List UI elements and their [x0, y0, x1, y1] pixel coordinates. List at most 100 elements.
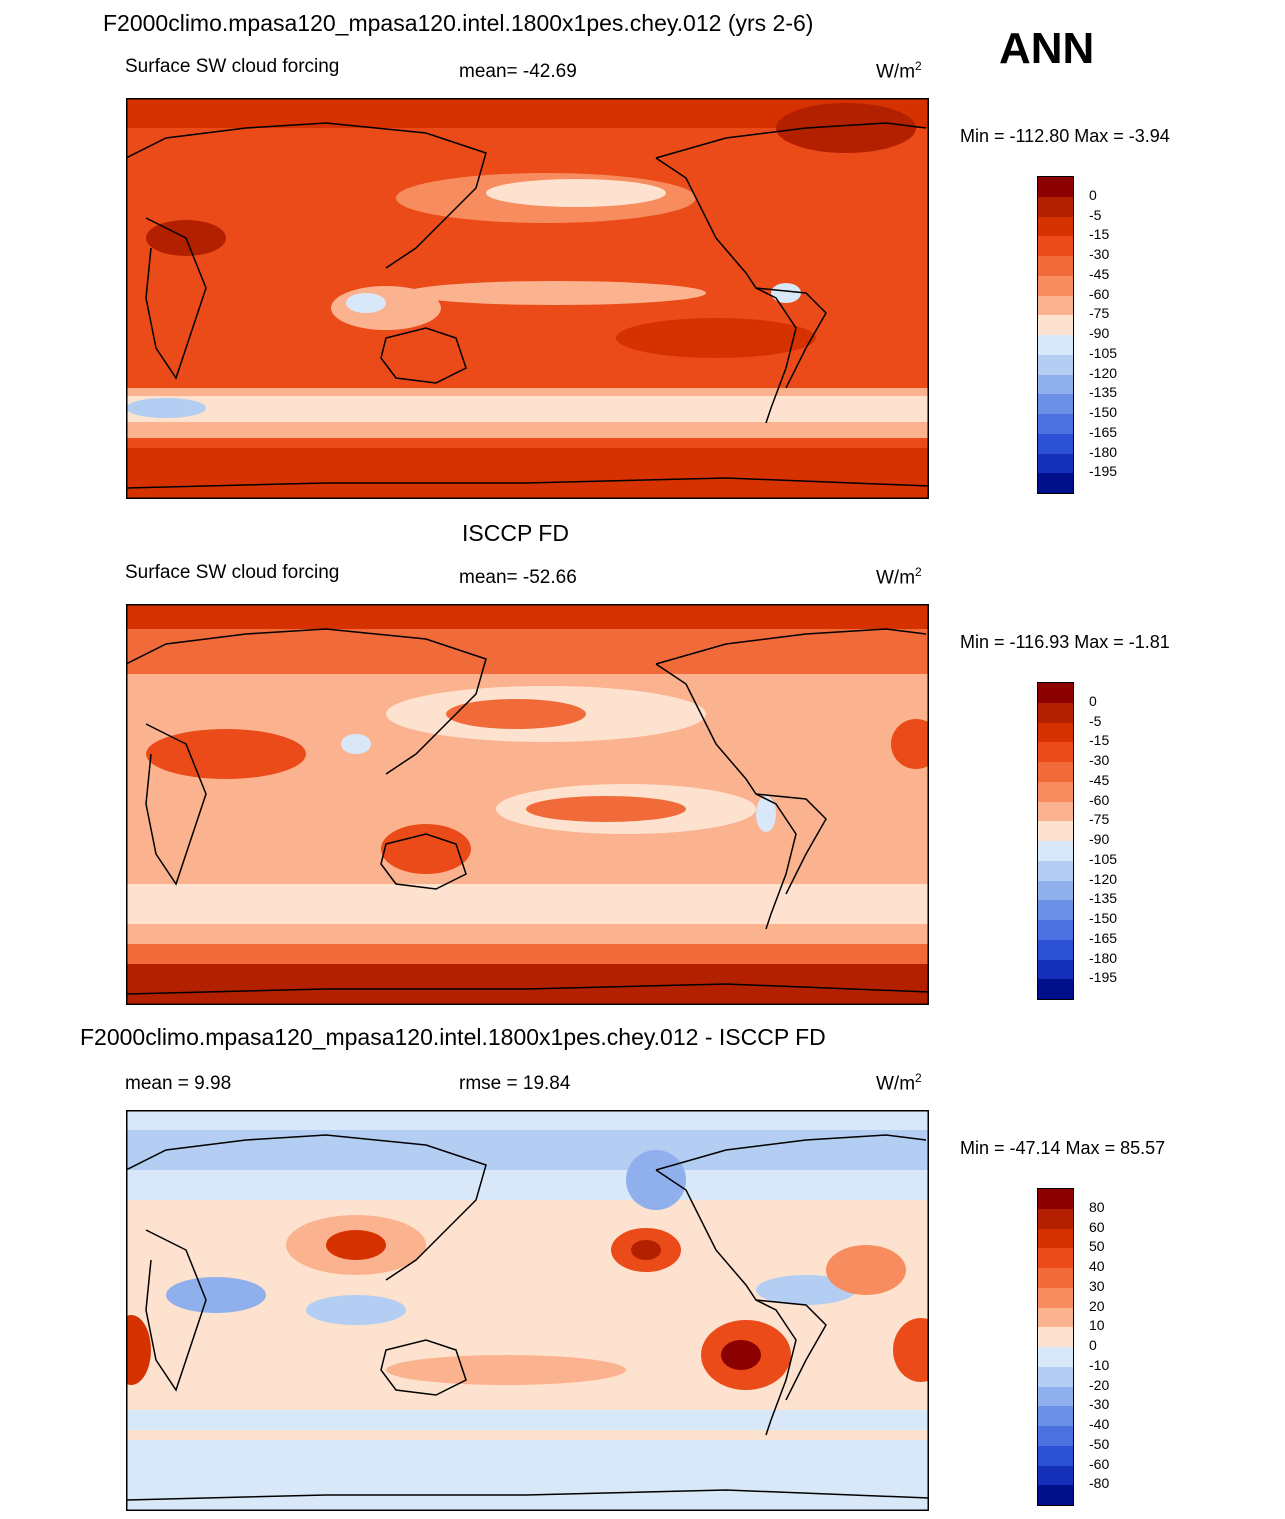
colorbar-swatch: [1038, 1189, 1073, 1209]
colorbar-tick-label: -5: [1089, 712, 1102, 729]
season-label: ANN: [999, 24, 1095, 73]
colorbar-swatch: [1038, 821, 1073, 841]
panel-3-units: W/m2: [876, 1071, 922, 1095]
colorbar-swatch: [1038, 335, 1073, 355]
colorbar-tick-label: -195: [1089, 969, 1118, 986]
colorbar-tick-label: -165: [1089, 929, 1118, 946]
colorbar-swatch: [1038, 177, 1073, 197]
colorbar-tick-label: -10: [1089, 1356, 1110, 1373]
colorbar-swatch: [1038, 1366, 1073, 1387]
colorbar-tick-label: -135: [1089, 384, 1118, 401]
colorbar-tick-label: 30: [1089, 1277, 1105, 1294]
colorbar-swatch: [1038, 414, 1073, 434]
colorbar-tick-label: -195: [1089, 463, 1118, 480]
colorbar-tick-label: -45: [1089, 771, 1110, 788]
colorbar-tick-label: -75: [1089, 305, 1110, 322]
colorbar-tick-label: -30: [1089, 1396, 1110, 1413]
panel-1-colorbar: [1037, 176, 1074, 494]
colorbar-swatch: [1038, 1307, 1073, 1328]
colorbar-swatch: [1038, 295, 1073, 316]
colorbar-swatch: [1038, 880, 1073, 901]
colorbar-swatch: [1038, 979, 1073, 999]
colorbar-swatch: [1038, 394, 1073, 414]
panel-2-units: W/m2: [876, 565, 922, 589]
panel-3-title: F2000climo.mpasa120_mpasa120.intel.1800x…: [80, 1024, 826, 1050]
colorbar-tick-label: -120: [1089, 870, 1118, 887]
colorbar-tick-label: -75: [1089, 811, 1110, 828]
panel-1-units: W/m2: [876, 59, 922, 83]
panel-3-map: [126, 1110, 929, 1511]
colorbar-tick-label: -60: [1089, 791, 1110, 808]
colorbar-tick-label: -15: [1089, 732, 1110, 749]
panel-2-mean-label: mean= -52.66: [459, 567, 577, 588]
panel-2-variable-label: Surface SW cloud forcing: [125, 562, 340, 583]
colorbar-swatch: [1038, 920, 1073, 940]
colorbar-tick-label: -60: [1089, 285, 1110, 302]
colorbar-swatch: [1038, 1426, 1073, 1446]
colorbar-tick-label: -40: [1089, 1416, 1110, 1432]
colorbar-tick-label: -180: [1089, 443, 1118, 460]
colorbar-tick-label: 10: [1089, 1317, 1105, 1334]
colorbar-swatch: [1038, 1287, 1073, 1308]
colorbar-swatch: [1038, 1445, 1073, 1466]
colorbar-swatch: [1038, 1268, 1073, 1288]
colorbar-swatch: [1038, 801, 1073, 822]
colorbar-swatch: [1038, 275, 1073, 296]
colorbar-tick-label: -120: [1089, 364, 1118, 381]
colorbar-swatch: [1038, 1386, 1073, 1407]
colorbar-swatch: [1038, 1465, 1073, 1486]
colorbar-swatch: [1038, 841, 1073, 861]
colorbar-swatch: [1038, 1406, 1073, 1426]
panel-1-title: F2000climo.mpasa120_mpasa120.intel.1800x…: [103, 10, 814, 36]
colorbar-tick-label: -45: [1089, 265, 1110, 282]
colorbar-tick-label: -30: [1089, 246, 1110, 262]
colorbar-swatch: [1038, 1347, 1073, 1367]
colorbar-swatch: [1038, 433, 1073, 454]
colorbar-swatch: [1038, 742, 1073, 762]
colorbar-tick-label: -15: [1089, 226, 1110, 243]
colorbar-swatch: [1038, 683, 1073, 703]
colorbar-swatch: [1038, 1327, 1073, 1347]
colorbar-swatch: [1038, 1485, 1073, 1505]
panel-1-mean-label: mean= -42.69: [459, 61, 577, 82]
panel-2-minmax: Min = -116.93 Max = -1.81: [960, 632, 1170, 652]
colorbar-swatch: [1038, 216, 1073, 237]
colorbar-swatch: [1038, 374, 1073, 395]
colorbar-tick-label: 20: [1089, 1297, 1105, 1314]
panel-3-mean-label: mean = 9.98: [125, 1073, 232, 1094]
colorbar-tick-label: -90: [1089, 831, 1110, 847]
panel-2-title: ISCCP FD: [462, 520, 569, 546]
colorbar-swatch: [1038, 939, 1073, 960]
colorbar-swatch: [1038, 196, 1073, 217]
panel-1-map: [126, 98, 929, 499]
panel-1-minmax: Min = -112.80 Max = -3.94: [960, 126, 1170, 146]
colorbar-swatch: [1038, 762, 1073, 782]
colorbar-tick-label: -50: [1089, 1435, 1110, 1452]
colorbar-tick-label: 0: [1089, 1337, 1097, 1353]
colorbar-tick-label: 40: [1089, 1258, 1105, 1274]
colorbar-swatch: [1038, 722, 1073, 743]
colorbar-tick-label: -165: [1089, 423, 1118, 440]
colorbar-tick-label: 80: [1089, 1198, 1105, 1215]
colorbar-swatch: [1038, 959, 1073, 980]
colorbar-tick-label: -5: [1089, 206, 1102, 223]
colorbar-tick-label: -135: [1089, 890, 1118, 907]
colorbar-swatch: [1038, 473, 1073, 493]
colorbar-swatch: [1038, 781, 1073, 802]
colorbar-tick-label: 0: [1089, 692, 1097, 709]
colorbar-swatch: [1038, 354, 1073, 375]
colorbar-swatch: [1038, 1228, 1073, 1249]
colorbar-swatch: [1038, 453, 1073, 474]
colorbar-tick-label: -20: [1089, 1376, 1110, 1393]
colorbar-tick-label: -105: [1089, 344, 1118, 361]
colorbar-tick-label: 0: [1089, 186, 1097, 203]
colorbar-swatch: [1038, 1208, 1073, 1229]
colorbar-tick-label: -60: [1089, 1455, 1110, 1472]
colorbar-swatch: [1038, 900, 1073, 920]
colorbar-swatch: [1038, 315, 1073, 335]
panel-2-colorbar: [1037, 682, 1074, 1000]
panel-3-colorbar: [1037, 1188, 1074, 1506]
colorbar-tick-label: 60: [1089, 1218, 1105, 1235]
panel-2-map: [126, 604, 929, 1005]
colorbar-tick-label: -150: [1089, 910, 1118, 926]
